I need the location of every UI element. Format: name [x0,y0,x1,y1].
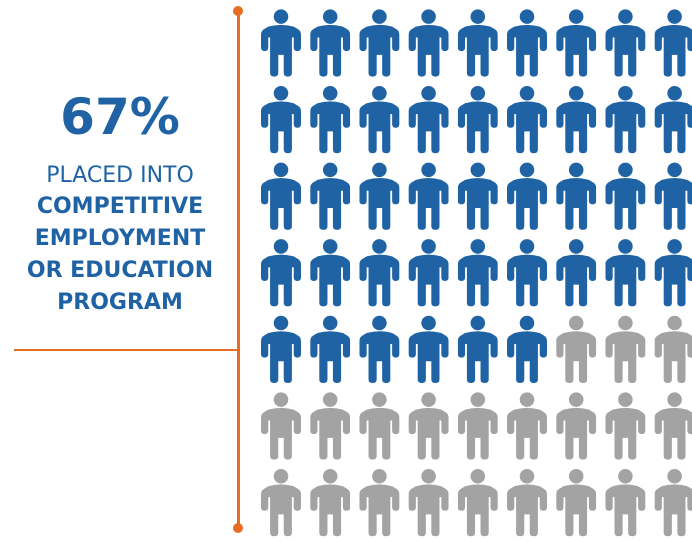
person-icon-highlighted [261,162,301,230]
stat-caption-line-4: OR EDUCATION [26,258,214,283]
person-icon [507,392,547,460]
person-icon-highlighted [310,85,351,154]
person-icon-highlighted [359,315,400,384]
vertical-divider [237,11,240,528]
person-icon-highlighted [408,315,449,384]
person-icon [359,468,400,537]
percent-stat: 67% [60,88,180,146]
person-icon-highlighted [605,162,646,230]
person-icon-highlighted [605,85,646,154]
person-icon-highlighted [408,85,449,154]
person-icon-highlighted [310,239,351,307]
person-icon-highlighted [654,85,692,154]
person-icon-highlighted [654,9,692,77]
stat-caption-line-5: PROGRAM [57,290,183,315]
person-icon [654,468,692,537]
person-icon [556,392,597,460]
person-icon-highlighted [507,9,547,77]
divider-top-dot [233,6,243,16]
divider-bottom-dot [233,523,243,533]
person-icon [261,468,301,537]
person-icon-highlighted [310,162,351,230]
person-icon-highlighted [359,85,400,154]
person-icon-highlighted [261,315,301,384]
person-icon-highlighted [310,315,351,384]
person-icon-highlighted [408,162,449,230]
stat-caption-line-2: COMPETITIVE [36,194,204,219]
person-icon-highlighted [408,9,449,77]
person-icon-highlighted [457,9,498,77]
person-icon [556,468,597,537]
person-icon [310,468,351,537]
person-icon-highlighted [261,239,301,307]
person-icon-highlighted [507,85,547,154]
person-icon-highlighted [654,162,692,230]
person-icon [310,392,351,460]
person-icon-highlighted [408,239,449,307]
person-icon [507,468,547,537]
person-icon-highlighted [605,239,646,307]
stat-caption-line-3: EMPLOYMENT [34,226,206,251]
stat-block: 67% PLACED INTO COMPETITIVE EMPLOYMENT O… [0,90,240,319]
person-icon [457,392,498,460]
person-icon-highlighted [507,239,547,307]
person-icon-highlighted [507,162,547,230]
stat-caption-line-1: PLACED INTO [46,163,194,188]
person-icon-highlighted [261,9,301,77]
person-icon-highlighted [359,239,400,307]
person-icon-highlighted [457,85,498,154]
person-icon-highlighted [457,315,498,384]
person-icon-highlighted [261,85,301,154]
person-icon [261,392,301,460]
person-icon-highlighted [310,9,351,77]
person-icon [408,392,449,460]
person-icon [605,468,646,537]
person-icon-highlighted [359,9,400,77]
person-icon [605,392,646,460]
person-icon-highlighted [457,162,498,230]
person-icon [556,315,597,384]
person-icon-highlighted [457,239,498,307]
person-icon [654,315,692,384]
person-icon [408,468,449,537]
horizontal-divider [14,349,238,351]
person-icon-highlighted [556,239,597,307]
person-icon-highlighted [556,9,597,77]
person-icon-highlighted [507,315,547,384]
person-icon [654,392,692,460]
person-icon-highlighted [359,162,400,230]
person-icon [359,392,400,460]
person-icon [605,315,646,384]
person-icon-highlighted [556,85,597,154]
person-icon-highlighted [654,239,692,307]
person-icon-highlighted [605,9,646,77]
person-icon [457,468,498,537]
person-icon-highlighted [556,162,597,230]
